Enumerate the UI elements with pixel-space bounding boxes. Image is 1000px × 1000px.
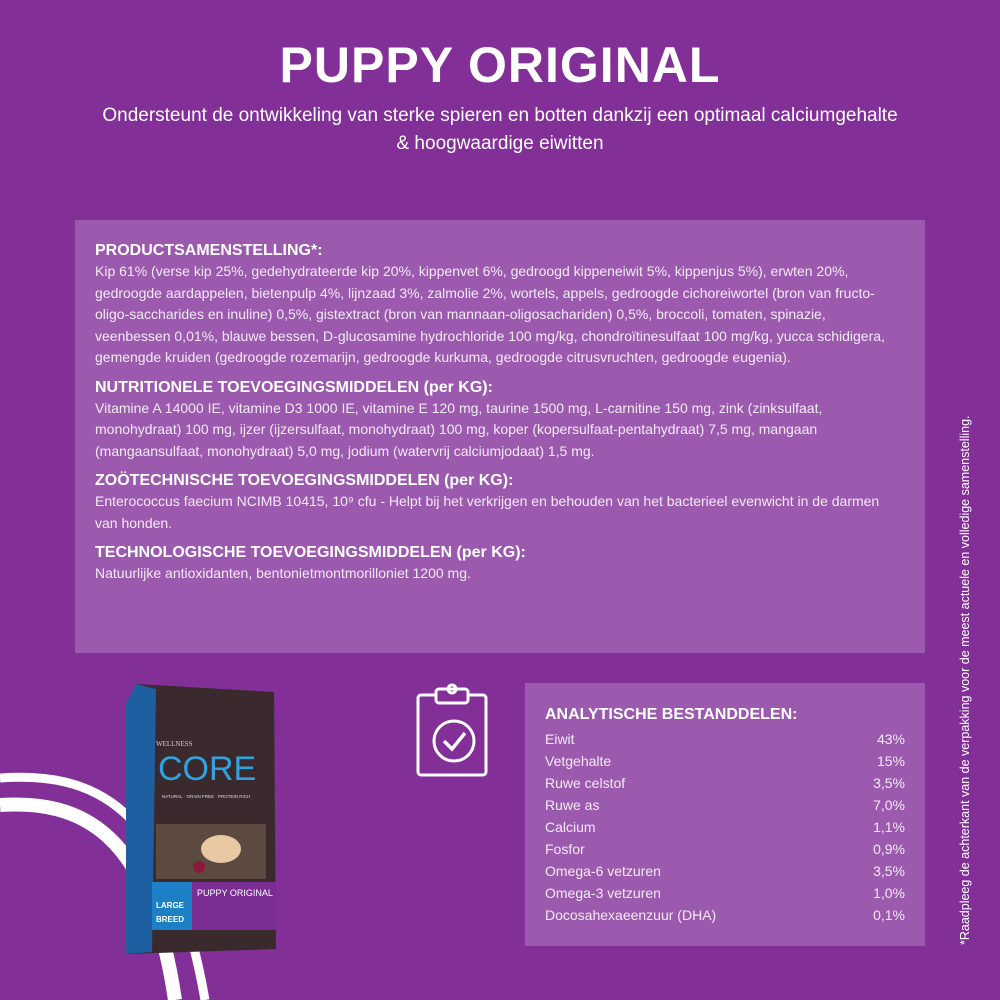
clipboard-check-icon bbox=[416, 683, 488, 777]
section-heading: ZOÖTECHNISCHE TOEVOEGINGSMIDDELEN (per K… bbox=[95, 472, 514, 489]
analysis-row: Omega-6 vetzuren 3,5% bbox=[545, 860, 905, 882]
nutrient-name: Vetgehalte bbox=[545, 753, 612, 769]
nutrient-name: Calcium bbox=[545, 819, 596, 835]
svg-text:NATURAL · GRAIN FREE · PROTEIN: NATURAL · GRAIN FREE · PROTEIN RICH bbox=[162, 794, 250, 799]
svg-text:WELLNESS: WELLNESS bbox=[156, 740, 193, 748]
composition-panel: PRODUCTSAMENSTELLING*: Kip 61% (verse ki… bbox=[75, 220, 925, 653]
page-subtitle: Ondersteunt de ontwikkeling van sterke s… bbox=[102, 105, 898, 154]
section-body: Enterococcus faecium NCIMB 10415, 10⁹ cf… bbox=[95, 493, 880, 531]
section-heading: TECHNOLOGISCHE TOEVOEGINGSMIDDELEN (per … bbox=[95, 544, 526, 561]
nutrient-value: 3,5% bbox=[873, 863, 905, 879]
analysis-row: Eiwit 43% bbox=[545, 728, 905, 750]
nutrient-value: 15% bbox=[876, 753, 905, 769]
nutrient-value: 1,0% bbox=[873, 885, 905, 901]
nutrient-value: 0,9% bbox=[873, 841, 905, 857]
svg-text:BREED: BREED bbox=[156, 915, 184, 924]
section-body: Vitamine A 14000 IE, vitamine D3 1000 IE… bbox=[95, 399, 823, 459]
analysis-row: Docosahexaeenzuur (DHA) 0,1% bbox=[545, 904, 905, 926]
analysis-row: Omega-3 vetzuren 1,0% bbox=[545, 882, 905, 904]
page-title: PUPPY ORIGINAL bbox=[279, 37, 721, 93]
nutrient-value: 0,1% bbox=[873, 907, 905, 923]
analysis-row: Fosfor 0,9% bbox=[545, 838, 905, 860]
svg-text:LARGE: LARGE bbox=[156, 901, 185, 910]
nutrient-name: Ruwe celstof bbox=[545, 775, 626, 791]
analysis-row: Ruwe celstof 3,5% bbox=[545, 772, 905, 794]
analysis-row: Vetgehalte 15% bbox=[545, 750, 905, 772]
nutrient-value: 43% bbox=[876, 731, 905, 747]
analysis-row: Ruwe as 7,0% bbox=[545, 794, 905, 816]
section-heading: NUTRITIONELE TOEVOEGINGSMIDDELEN (per KG… bbox=[95, 378, 493, 396]
nutrient-name: Omega-3 vetzuren bbox=[545, 885, 661, 901]
section-body: Natuurlijke antioxidanten, bentonietmont… bbox=[95, 565, 471, 581]
section-body: Kip 61% (verse kip 25%, gedehydrateerde … bbox=[95, 263, 885, 365]
analysis-panel: ANALYTISCHE BESTANDDELEN: Eiwit 43% Vetgeh… bbox=[525, 683, 925, 946]
nutrient-name: Docosahexaeenzuur (DHA) bbox=[545, 907, 717, 923]
nutrient-value: 3,5% bbox=[873, 775, 905, 791]
nutrient-value: 1,1% bbox=[873, 819, 905, 835]
nutrient-name: Eiwit bbox=[545, 731, 575, 747]
side-note: *Raadpleeg de achterkant van de verpakki… bbox=[958, 415, 972, 946]
section-heading: PRODUCTSAMENSTELLING*: bbox=[95, 242, 323, 259]
product-bag-image: WELLNESS CORE NATURAL · GRAIN FREE · PRO… bbox=[126, 684, 276, 954]
analysis-heading: ANALYTISCHE BESTANDDELEN: bbox=[545, 706, 798, 723]
analysis-row: Calcium 1,1% bbox=[545, 816, 905, 838]
nutrient-name: Fosfor bbox=[545, 841, 585, 857]
svg-text:PUPPY ORIGINAL: PUPPY ORIGINAL bbox=[197, 888, 273, 898]
nutrient-name: Ruwe as bbox=[545, 797, 600, 813]
nutrient-value: 7,0% bbox=[873, 797, 905, 813]
svg-text:CORE: CORE bbox=[158, 750, 256, 788]
nutrient-name: Omega-6 vetzuren bbox=[545, 863, 661, 879]
